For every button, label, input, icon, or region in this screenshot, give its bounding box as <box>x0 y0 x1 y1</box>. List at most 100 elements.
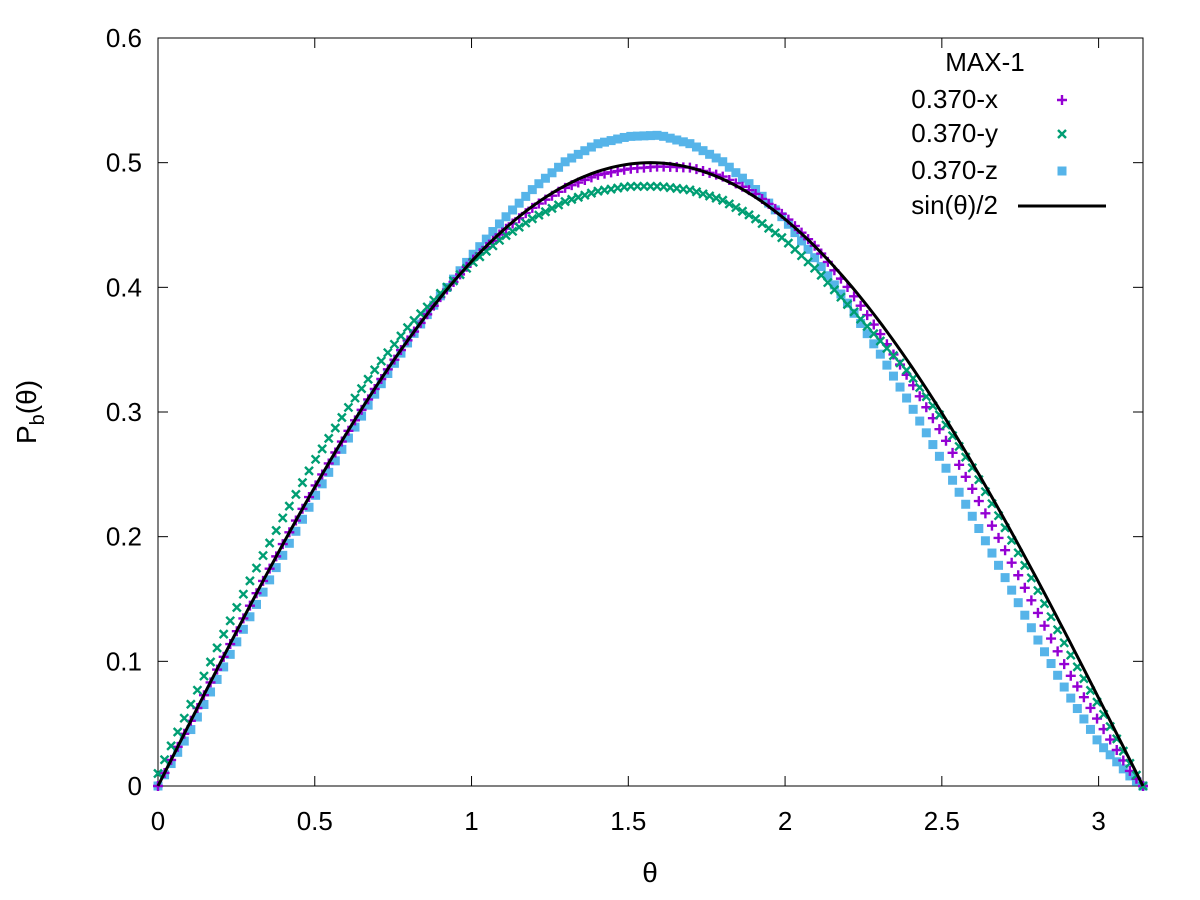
data-point <box>1000 545 1011 556</box>
data-point <box>717 195 728 206</box>
data-point <box>856 318 866 328</box>
data-point <box>809 263 820 274</box>
data-point <box>750 213 761 224</box>
data-point <box>212 674 222 684</box>
data-point <box>823 271 833 281</box>
data-point <box>501 212 511 222</box>
data-point <box>1105 750 1115 760</box>
data-point <box>908 404 918 414</box>
data-point <box>1026 623 1036 633</box>
data-point <box>586 188 597 198</box>
data-point <box>527 213 538 224</box>
data-point <box>862 329 872 339</box>
data-point <box>659 131 669 141</box>
data-point <box>757 218 767 229</box>
data-point <box>941 463 951 473</box>
data-point <box>711 193 722 203</box>
x-tick-label: 0 <box>151 806 165 836</box>
data-point <box>547 203 557 214</box>
data-point <box>960 471 971 482</box>
data-point <box>875 349 885 359</box>
data-point <box>185 699 196 710</box>
data-point <box>179 736 189 746</box>
data-point <box>573 192 584 203</box>
data-point <box>763 223 774 234</box>
data-point <box>974 524 984 534</box>
data-point <box>639 131 649 141</box>
data-point <box>369 364 380 375</box>
data-point <box>284 501 295 511</box>
data-point <box>678 137 688 147</box>
data-point <box>947 447 958 458</box>
data-point <box>251 563 262 573</box>
data-layer <box>153 130 1148 791</box>
data-point <box>534 210 544 220</box>
data-point <box>1039 620 1050 631</box>
data-point <box>488 227 498 237</box>
data-point <box>402 322 413 333</box>
data-point <box>849 291 860 302</box>
data-point <box>225 649 235 659</box>
data-point <box>343 402 354 413</box>
data-point <box>1020 610 1030 620</box>
data-point <box>475 242 485 252</box>
data-point <box>803 244 813 254</box>
data-point <box>1033 635 1043 645</box>
data-point <box>724 199 735 209</box>
data-point <box>560 157 570 167</box>
data-point <box>1079 714 1089 724</box>
data-point <box>343 433 353 443</box>
data-point <box>324 467 334 477</box>
data-point <box>323 433 334 444</box>
data-point <box>829 280 839 290</box>
data-point <box>868 328 879 339</box>
data-point <box>993 532 1004 543</box>
data-point <box>534 179 544 189</box>
data-point <box>816 270 827 281</box>
data-point <box>1112 757 1122 767</box>
data-point <box>888 350 899 361</box>
data-point <box>822 277 833 288</box>
data-point <box>225 615 236 626</box>
legend-entry-z: 0.370-z <box>911 155 998 185</box>
data-point <box>206 687 216 697</box>
data-point <box>337 412 347 423</box>
data-point <box>172 727 183 737</box>
data-point <box>770 228 781 238</box>
data-point <box>481 234 491 244</box>
data-point <box>566 194 577 205</box>
x-tick-label: 2 <box>778 806 792 836</box>
data-point <box>829 285 840 295</box>
data-point <box>744 210 754 220</box>
data-point <box>514 198 524 208</box>
series-line-sin <box>156 161 1145 787</box>
y-tick-label: 0 <box>128 771 142 801</box>
data-point <box>1052 646 1063 657</box>
data-point <box>691 186 702 197</box>
data-point <box>928 440 938 450</box>
data-point <box>508 205 518 215</box>
data-point <box>698 189 708 199</box>
data-point <box>967 511 977 521</box>
data-point <box>192 685 203 696</box>
data-point <box>685 139 695 149</box>
data-point <box>218 629 229 639</box>
data-point <box>1000 573 1010 583</box>
data-point <box>724 162 734 172</box>
data-point <box>278 550 288 560</box>
data-point <box>980 508 991 519</box>
data-point <box>554 162 564 172</box>
data-point <box>540 206 551 217</box>
data-point <box>737 173 747 183</box>
data-point <box>297 514 307 524</box>
legend-title: MAX-1 <box>945 47 1024 77</box>
data-point <box>494 219 504 229</box>
data-point <box>231 602 242 613</box>
data-point <box>350 422 360 432</box>
data-point <box>593 139 603 149</box>
data-point <box>356 383 367 394</box>
data-point <box>875 336 886 346</box>
data-point <box>579 190 590 201</box>
x-tick-label: 3 <box>1091 806 1105 836</box>
data-point <box>245 612 255 622</box>
